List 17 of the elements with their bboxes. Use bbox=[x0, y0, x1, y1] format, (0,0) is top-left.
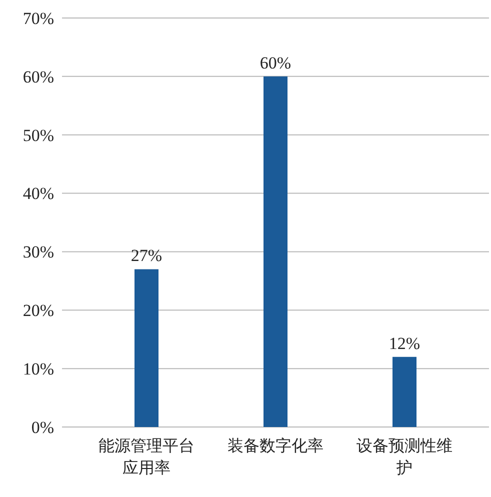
y-tick-label: 30% bbox=[22, 242, 54, 262]
y-tick-label: 60% bbox=[22, 67, 54, 86]
bar bbox=[264, 76, 288, 427]
y-tick-label: 10% bbox=[22, 360, 54, 379]
y-tick-label: 70% bbox=[22, 8, 54, 28]
x-tick-label: 装备数字化率 bbox=[228, 436, 324, 455]
x-tick-label: 设备预测性维护 bbox=[356, 436, 452, 477]
bar bbox=[392, 356, 416, 427]
bar bbox=[134, 269, 158, 427]
y-tick-label: 40% bbox=[22, 184, 54, 204]
data-label: 27% bbox=[130, 246, 162, 266]
x-tick-label: 能源管理平台应用率 bbox=[98, 436, 194, 477]
y-tick-label: 20% bbox=[22, 301, 54, 320]
data-label: 12% bbox=[388, 334, 420, 353]
data-label: 60% bbox=[260, 53, 292, 72]
y-tick-label: 0% bbox=[31, 418, 54, 437]
y-tick-label: 50% bbox=[22, 126, 54, 145]
